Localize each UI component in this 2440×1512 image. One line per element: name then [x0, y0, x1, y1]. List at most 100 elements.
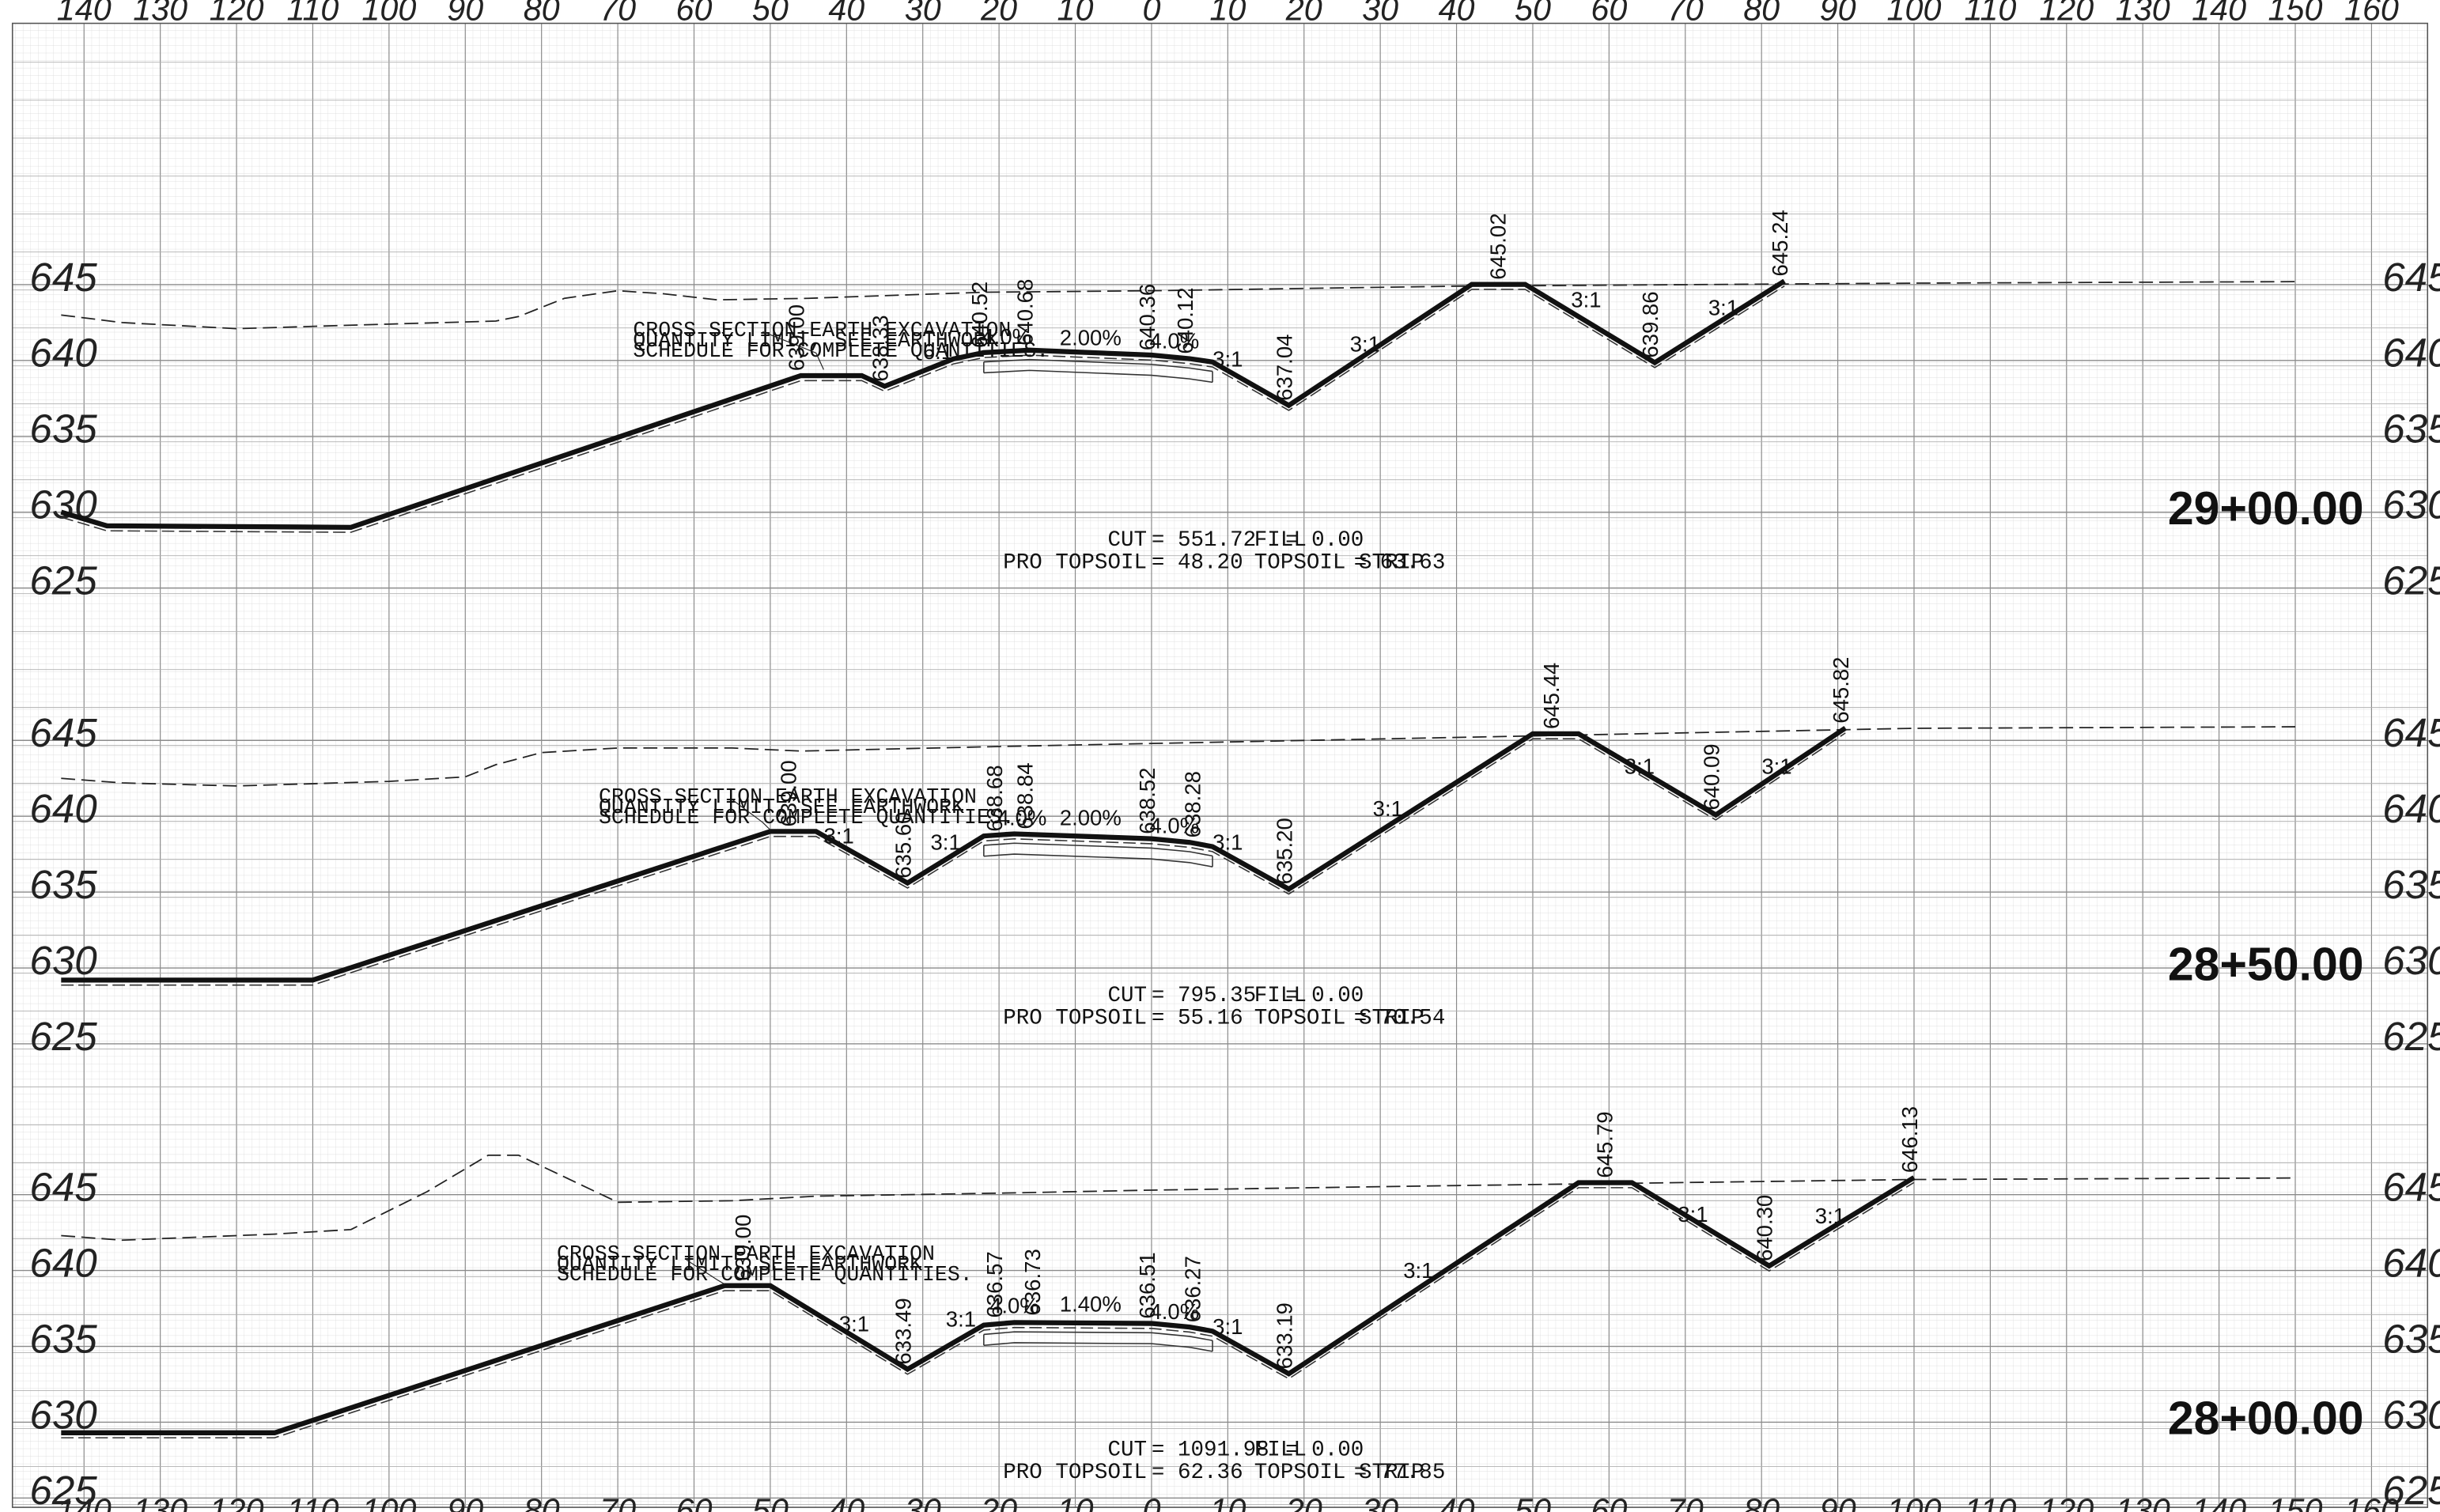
elevation-point-label: 638.84: [1013, 762, 1038, 829]
topsoil-strip-label: TOPSOIL STRIP: [1254, 550, 1424, 575]
pavement-layer: [983, 842, 1213, 857]
pavement-layer: [983, 853, 1213, 868]
slope-label: 3:1: [1571, 288, 1601, 312]
elevation-point-label: 645.44: [1539, 663, 1564, 729]
offset-tick-label: 130: [2116, 0, 2170, 28]
elevation-point-label: 640.30: [1753, 1195, 1777, 1261]
note-leader: [686, 1259, 725, 1285]
offset-tick-label: 40: [828, 0, 864, 28]
slope-label: 3:1: [946, 1307, 976, 1332]
slope-label: 2.00%: [1060, 326, 1122, 350]
slope-label: 3:1: [1373, 796, 1403, 821]
elevation-label: 640: [29, 331, 97, 376]
fill-label: FILL: [1254, 528, 1307, 553]
elevation-point-label: 637.04: [1272, 335, 1296, 401]
cut-value: = 1091.98: [1152, 1438, 1269, 1463]
offset-tick-label: 140: [2192, 0, 2246, 28]
elevation-point-label: 638.28: [1181, 771, 1205, 837]
sheet-border: [11, 22, 2429, 1508]
earthwork-note-line: SCHEDULE FOR COMPLETE QUANTITIES.: [557, 1263, 973, 1287]
earthwork-note-line: QUANTITY LIMIT, SEE EARTHWORK: [599, 796, 964, 819]
elevation-point-label: 638.33: [868, 315, 892, 381]
station-label: 29+00.00: [2168, 482, 2364, 535]
elevation-label: 635: [2382, 1316, 2440, 1361]
elevation-label: 630: [29, 1392, 97, 1437]
offset-tick-label: 50: [1515, 1492, 1551, 1512]
elevation-label: 630: [29, 938, 97, 983]
offset-tick-label: 30: [905, 1492, 941, 1512]
elevation-point-label: 645.24: [1768, 210, 1792, 276]
elevation-point-label: 633.19: [1272, 1302, 1296, 1369]
offset-tick-label: 90: [447, 0, 483, 28]
proposed-profile-line: [60, 278, 1786, 530]
elevation-label: 625: [2382, 1014, 2440, 1059]
elevation-point-label: 636.73: [1020, 1249, 1045, 1315]
slope-label: 6:1: [923, 339, 953, 364]
elevation-point-label: 645.79: [1592, 1111, 1617, 1177]
topsoil-strip-label: TOPSOIL STRIP: [1254, 1461, 1424, 1485]
offset-tick-label: 130: [2116, 1492, 2170, 1512]
offset-tick-label: 130: [133, 0, 187, 28]
slope-label: 4.0%: [997, 806, 1047, 830]
offset-tick-label: 140: [2192, 1492, 2246, 1512]
pavement-layer: [983, 1331, 1213, 1341]
proposed-profile-line: [61, 1175, 1916, 1435]
elevation-label: 645: [2382, 255, 2440, 300]
elevation-point-label: 640.52: [967, 282, 992, 348]
elevation-point-label: 645.82: [1829, 656, 1853, 723]
elevation-point-label: 639.86: [1638, 291, 1663, 357]
offset-tick-label: 80: [1743, 1492, 1780, 1512]
pro-topsoil-value: = 62.36: [1152, 1461, 1243, 1485]
elevation-label: 640: [2382, 786, 2440, 831]
elevation-label: 645: [29, 710, 97, 755]
offset-tick-label: 110: [287, 1492, 339, 1512]
offset-tick-label: 10: [1209, 0, 1246, 28]
offset-tick-label: 70: [1667, 1492, 1704, 1512]
offset-axis-bottom: 140 130 120 110 100 90 80 70 60 50 40 30 20 10 0 10 20 30…: [57, 1492, 2399, 1512]
elevation-point-label: 633.49: [891, 1298, 915, 1364]
earthwork-note-line: SCHEDULE FOR COMPLETE QUANTITIES.: [633, 339, 1049, 363]
elevation-label: 640: [29, 1240, 97, 1285]
subgrade-line: [61, 732, 1846, 986]
slope-label: 4.0%: [1149, 329, 1199, 353]
elevation-point-label: 636.57: [982, 1251, 1007, 1317]
offset-tick-label: 0: [1142, 0, 1160, 28]
elevation-point-label: 635.20: [1272, 818, 1296, 884]
pavement-layer: [983, 1342, 1213, 1352]
cross-section-290000: 645645640640635635630630625625CROSS SECT…: [29, 210, 2440, 603]
pro-topsoil-label: PRO TOPSOIL: [1003, 1461, 1147, 1485]
offset-tick-label: 90: [1820, 0, 1856, 28]
slope-label: 4.0%: [989, 1293, 1039, 1317]
slope-label: 3:1: [1761, 754, 1791, 779]
slope-label: 3:1: [824, 824, 854, 849]
slope-label: 4.0%: [982, 324, 1031, 349]
elevation-point-label: 638.52: [1135, 767, 1159, 833]
offset-tick-label: 90: [447, 1492, 483, 1512]
offset-tick-label: 30: [905, 0, 941, 28]
earthwork-note-line: CROSS SECTION EARTH EXCAVATION: [633, 319, 1011, 342]
offset-tick-label: 140: [57, 0, 112, 28]
offset-tick-label: 40: [1439, 0, 1475, 28]
offset-tick-label: 100: [1887, 1492, 1942, 1512]
existing-ground-line: [61, 1154, 2296, 1242]
elevation-point-label: 640.36: [1135, 284, 1159, 350]
offset-tick-label: 160: [2344, 1492, 2399, 1512]
elevation-point-label: 636.51: [1135, 1252, 1159, 1318]
slope-label: 3:1: [1625, 754, 1655, 779]
elevation-label: 635: [29, 406, 97, 452]
elevation-point-label: 638.68: [982, 765, 1007, 831]
offset-tick-label: 60: [676, 0, 713, 28]
pro-topsoil-label: PRO TOPSOIL: [1003, 1007, 1147, 1031]
elevation-label: 645: [29, 1165, 97, 1210]
offset-tick-label: 100: [361, 1492, 416, 1512]
offset-tick-label: 10: [1057, 0, 1094, 28]
note-leader: [762, 331, 824, 370]
slope-label: 3:1: [839, 1311, 869, 1336]
proposed-profile-line: [61, 725, 1847, 983]
pro-topsoil-label: PRO TOPSOIL: [1003, 550, 1147, 575]
elevation-point-label: 636.27: [1181, 1256, 1205, 1322]
elevation-label: 645: [2382, 710, 2440, 755]
elevation-point-label: 635.60: [891, 812, 915, 879]
offset-tick-label: 150: [2268, 0, 2323, 28]
fill-label: FILL: [1254, 984, 1307, 1008]
